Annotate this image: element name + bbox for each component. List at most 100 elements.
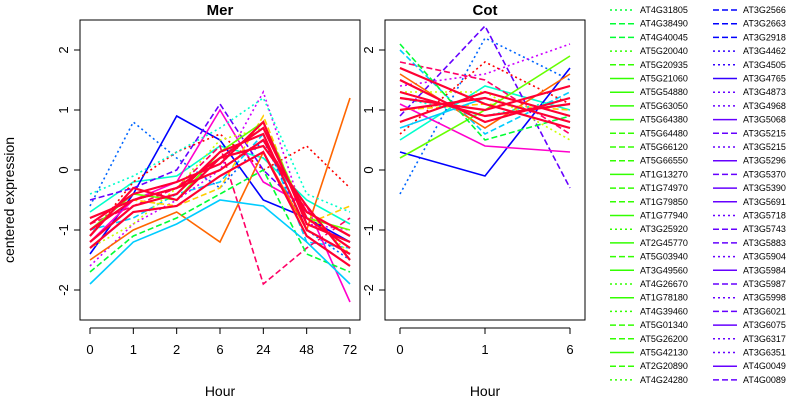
legend-item: AT3G5984 bbox=[713, 265, 786, 275]
legend-label: AT4G0089 bbox=[743, 375, 786, 385]
legend-label: AT4G31805 bbox=[640, 5, 688, 15]
legend-label: AT3G5718 bbox=[743, 211, 786, 221]
series-line bbox=[89, 138, 351, 237]
legend-label: AT3G4765 bbox=[743, 74, 786, 84]
legend-label: AT5G63050 bbox=[640, 101, 688, 111]
legend-item: AT5G01340 bbox=[610, 320, 688, 330]
legend-label: AT5G20040 bbox=[640, 46, 688, 56]
legend-item: AT4G0089 bbox=[713, 375, 786, 385]
legend-label: AT3G6075 bbox=[743, 320, 786, 330]
legend-label: AT3G5984 bbox=[743, 265, 786, 275]
legend-item: AT4G26670 bbox=[610, 279, 688, 289]
legend-label: AT1G74970 bbox=[640, 183, 688, 193]
legend-item: AT3G2566 bbox=[713, 5, 786, 15]
legend-label: AT5G01340 bbox=[640, 320, 688, 330]
series-line bbox=[399, 36, 571, 195]
legend-item: AT5G20935 bbox=[610, 60, 688, 70]
legend-label: AT3G6317 bbox=[743, 334, 786, 344]
legend-label: AT3G2918 bbox=[743, 32, 786, 42]
legend-item: AT3G25920 bbox=[610, 224, 688, 234]
series-line bbox=[399, 85, 571, 141]
panel-title: Cot bbox=[473, 2, 498, 19]
legend-label: AT5G66550 bbox=[640, 156, 688, 166]
x-axis-title: Hour bbox=[205, 383, 236, 399]
series-line bbox=[399, 67, 571, 177]
legend-item: AT3G5215 bbox=[713, 128, 786, 138]
legend-label: AT5G66120 bbox=[640, 142, 688, 152]
legend-item: AT3G49560 bbox=[610, 265, 688, 275]
legend-item: AT4G24280 bbox=[610, 375, 688, 385]
legend-item: AT3G4765 bbox=[713, 74, 786, 84]
series-line bbox=[89, 120, 351, 244]
series-group bbox=[89, 90, 351, 303]
legend-label: AT2G20890 bbox=[640, 361, 688, 371]
legend-label: AT4G40045 bbox=[640, 32, 688, 42]
legend-item: AT4G38490 bbox=[610, 19, 688, 29]
mer-panel: Mer -2 -1 0 1 2 0 1 2 6 24 48 72 Hour bbox=[56, 2, 361, 399]
legend-item: AT5G64480 bbox=[610, 128, 688, 138]
y-tick-label: -2 bbox=[361, 284, 376, 296]
legend-item: AT2G20890 bbox=[610, 361, 688, 371]
series-line bbox=[399, 61, 571, 135]
legend-item: AT3G5718 bbox=[713, 211, 786, 221]
legend-label: AT3G6351 bbox=[743, 348, 786, 358]
legend-item: AT3G4462 bbox=[713, 46, 786, 56]
legend-item: AT5G66120 bbox=[610, 142, 688, 152]
legend-item: AT3G5883 bbox=[713, 238, 786, 248]
legend-label: AT3G5998 bbox=[743, 293, 786, 303]
legend-item: AT5G03940 bbox=[610, 252, 688, 262]
legend-label: AT1G13270 bbox=[640, 169, 688, 179]
legend-item: AT3G5987 bbox=[713, 279, 786, 289]
y-tick-label: -2 bbox=[56, 284, 71, 296]
x-tick-label: 72 bbox=[343, 342, 357, 357]
legend-item: AT3G2663 bbox=[713, 19, 786, 29]
legend-label: AT5G03940 bbox=[640, 252, 688, 262]
legend-item: AT3G4873 bbox=[713, 87, 786, 97]
legend-label: AT3G4462 bbox=[743, 46, 786, 56]
series-line bbox=[399, 43, 571, 87]
y-tick-label: 1 bbox=[361, 106, 376, 113]
legend-label: AT3G2566 bbox=[743, 5, 786, 15]
legend-item: AT4G0049 bbox=[713, 361, 786, 371]
legend-label: AT3G5743 bbox=[743, 224, 786, 234]
legend-label: AT3G4968 bbox=[743, 101, 786, 111]
legend-item: AT3G2918 bbox=[713, 32, 786, 42]
x-tick-label: 1 bbox=[481, 342, 488, 357]
panel-title: Mer bbox=[207, 2, 234, 19]
legend-label: AT3G5987 bbox=[743, 279, 786, 289]
legend-label: AT3G5691 bbox=[743, 197, 786, 207]
legend-label: AT3G25920 bbox=[640, 224, 688, 234]
legend-label: AT5G21060 bbox=[640, 74, 688, 84]
x-tick-label: 6 bbox=[216, 342, 223, 357]
legend-item: AT3G5743 bbox=[713, 224, 786, 234]
series-line bbox=[89, 97, 351, 261]
series-line bbox=[399, 73, 571, 129]
legend-item: AT1G13270 bbox=[610, 169, 688, 179]
legend-label: AT4G24280 bbox=[640, 375, 688, 385]
legend-item: AT3G5390 bbox=[713, 183, 786, 193]
y-tick-label: -1 bbox=[56, 224, 71, 236]
legend-item: AT3G6317 bbox=[713, 334, 786, 344]
legend-label: AT1G78180 bbox=[640, 293, 688, 303]
legend-item: AT4G39460 bbox=[610, 306, 688, 316]
legend-label: AT3G5883 bbox=[743, 238, 786, 248]
series-group bbox=[399, 24, 571, 195]
legend-item: AT2G45770 bbox=[610, 238, 688, 248]
series-line bbox=[399, 84, 571, 112]
y-axis-title: centered expression bbox=[1, 137, 17, 263]
legend-label: AT3G4505 bbox=[743, 60, 786, 70]
legend-item: AT5G63050 bbox=[610, 101, 688, 111]
series-line bbox=[89, 144, 351, 261]
legend-label: AT5G54880 bbox=[640, 87, 688, 97]
legend-item: AT1G78180 bbox=[610, 293, 688, 303]
legend-item: AT3G5068 bbox=[713, 115, 786, 125]
legend-item: AT3G6351 bbox=[713, 348, 786, 358]
series-line bbox=[399, 79, 571, 124]
legend-label: AT5G64380 bbox=[640, 115, 688, 125]
series-line bbox=[89, 108, 351, 303]
legend-label: AT4G26670 bbox=[640, 279, 688, 289]
legend-item: AT3G5998 bbox=[713, 293, 786, 303]
legend: AT4G31805 AT4G38490 AT4G40045 AT5G20040 AT5G… bbox=[610, 5, 786, 385]
legend-label: AT3G49560 bbox=[640, 265, 688, 275]
legend-label: AT5G64480 bbox=[640, 128, 688, 138]
